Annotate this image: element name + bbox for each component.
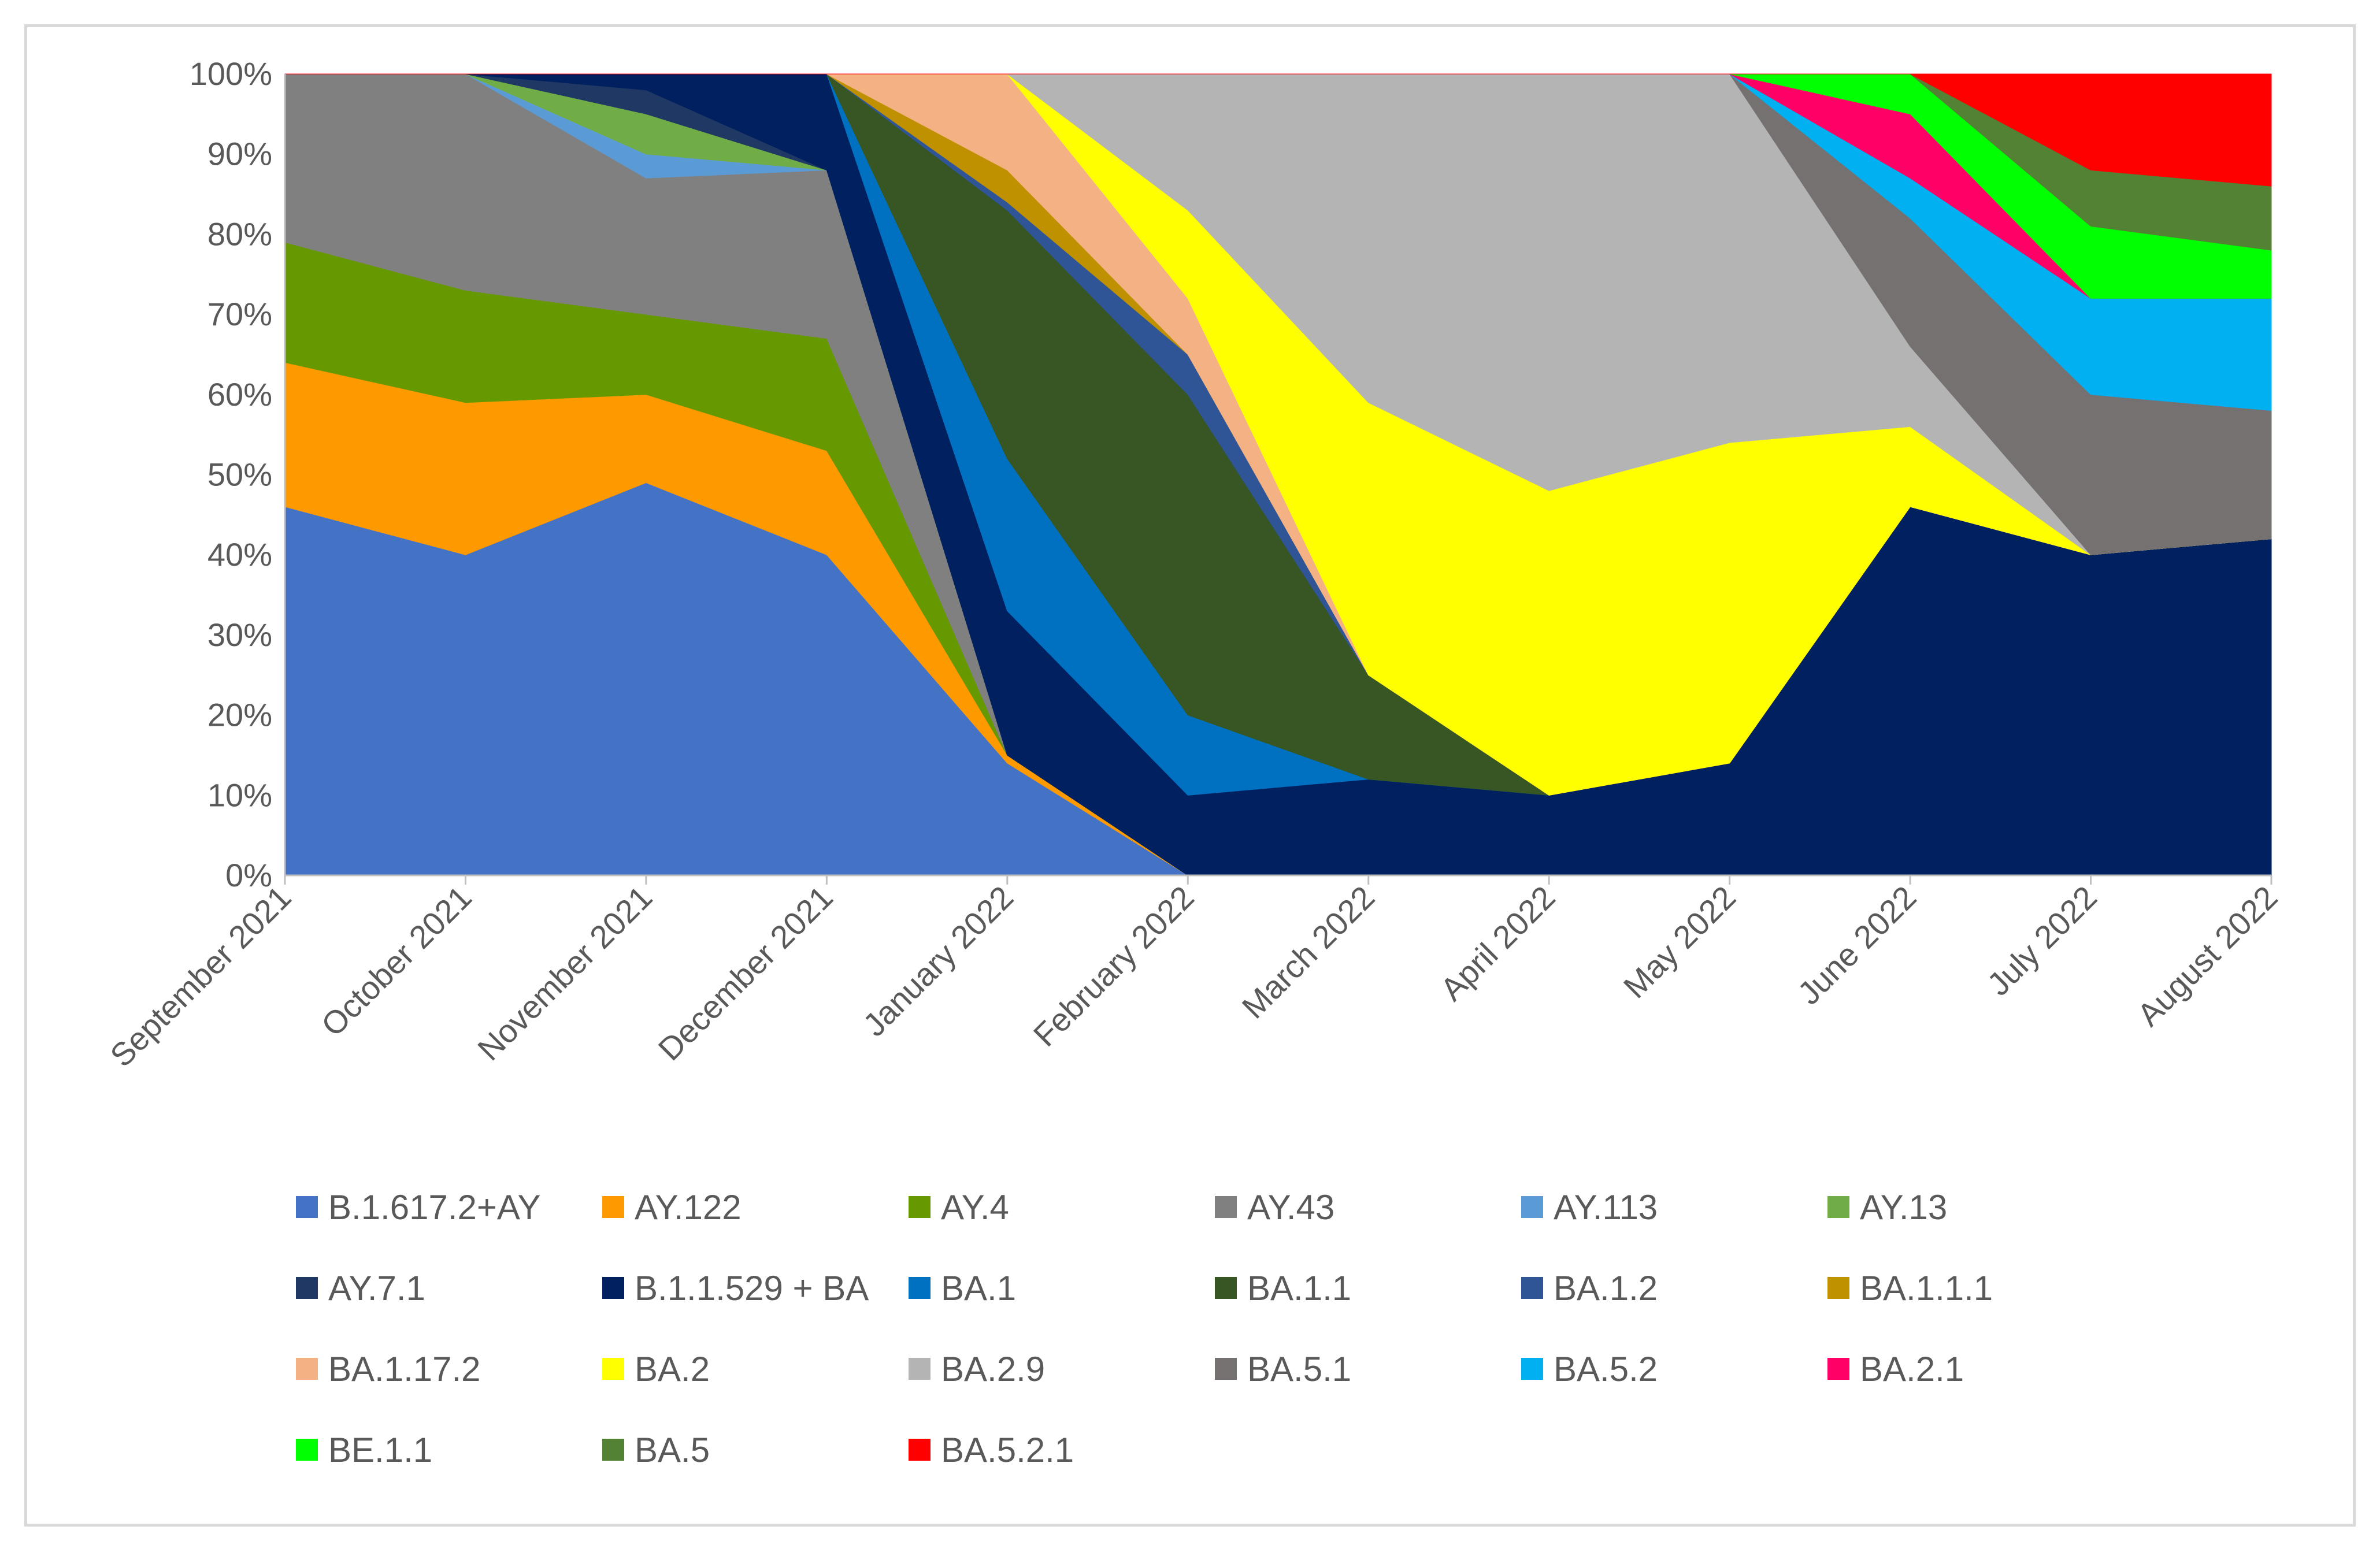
legend-swatch [1215,1358,1237,1380]
legend-label: BA.5.2 [1554,1350,1658,1388]
x-tick-label: March 2022 [1235,879,1382,1026]
legend-label: BA.1 [941,1269,1016,1308]
legend-label: BA.1.2 [1554,1269,1658,1308]
y-tick-label: 70% [207,296,272,332]
legend-swatch [909,1277,931,1299]
legend-label: B.1.1.529 + BA [635,1269,869,1308]
legend-label: BA.5.1 [1247,1350,1351,1388]
legend-item-ay-4: AY.4 [909,1188,1009,1227]
legend-item-ba-2: BA.2 [602,1350,710,1388]
y-tick-label: 100% [190,55,272,92]
legend-swatch [602,1277,624,1299]
y-tick-label: 80% [207,216,272,252]
legend-label: BA.5 [635,1431,710,1469]
legend-swatch [296,1439,318,1461]
stacked-area-chart: 0% 10% 20% 30% 40% 50% 60% 70% 80% 90% 100% Septem… [103,55,2284,1469]
x-tick-label: September 2021 [103,879,298,1074]
legend-item-ay-113: AY.113 [1521,1188,1658,1227]
legend-swatch [1827,1196,1849,1218]
legend-item-ay-13: AY.13 [1827,1188,1947,1227]
legend-label: AY.43 [1247,1188,1334,1227]
x-tick-label: January 2022 [856,879,1021,1044]
legend-label: AY.13 [1860,1188,1947,1227]
legend-swatch [1521,1196,1543,1218]
x-tick-label: August 2022 [2130,879,2285,1033]
legend-swatch [1215,1277,1237,1299]
legend-item-be-1-1: BE.1.1 [296,1431,432,1469]
legend-item-ay-7-1: AY.7.1 [296,1269,425,1308]
legend-label: BA.1.1.1 [1860,1269,1993,1308]
axes [284,74,2273,885]
y-tick-label: 40% [207,536,272,573]
area-ba-5-2-1 [285,73,2272,187]
legend-item-ba-1-1-1: BA.1.1.1 [1827,1269,1993,1308]
legend-label: BA.2.1 [1860,1350,1964,1388]
legend-item-ba-5-2: BA.5.2 [1521,1350,1658,1388]
legend-swatch [296,1358,318,1380]
x-tick-label: July 2022 [1980,879,2104,1003]
legend-item-ba-5-1: BA.5.1 [1215,1350,1351,1388]
legend-swatch [602,1358,624,1380]
legend-swatch [296,1196,318,1218]
legend-swatch [909,1196,931,1218]
legend-label: B.1.617.2+AY [328,1188,541,1227]
legend-item-b-1-617-2-ay: B.1.617.2+AY [296,1188,541,1227]
legend: B.1.617.2+AY AY.122 AY.4 AY.43 AY.113 AY.13 AY… [296,1188,1993,1469]
legend-item-ba-1-2: BA.1.2 [1521,1269,1658,1308]
legend-swatch [1827,1277,1849,1299]
x-tick-label: October 2021 [314,879,479,1044]
y-tick-label: 30% [207,617,272,653]
x-tick-label: May 2022 [1617,879,1743,1005]
legend-item-ba-1-17-2: BA.1.17.2 [296,1350,481,1388]
legend-item-ba-2-9: BA.2.9 [909,1350,1045,1388]
legend-label: BA.2 [635,1350,710,1388]
legend-label: AY.122 [635,1188,742,1227]
legend-swatch [909,1358,931,1380]
chart-frame: 0% 10% 20% 30% 40% 50% 60% 70% 80% 90% 100% Septem… [24,24,2356,1527]
legend-swatch [602,1439,624,1461]
legend-item-ba-2-1: BA.2.1 [1827,1350,1964,1388]
area-series-group [284,73,2272,876]
legend-swatch [1827,1358,1849,1380]
y-tick-label: 10% [207,777,272,813]
x-tick-label: June 2022 [1790,879,1923,1012]
legend-swatch [1521,1358,1543,1380]
x-tick-label: December 2021 [651,879,840,1067]
x-tick-label: April 2022 [1433,879,1562,1008]
y-tick-label: 50% [207,456,272,493]
legend-swatch [909,1439,931,1461]
legend-label: AY.113 [1554,1188,1658,1227]
legend-label: AY.7.1 [328,1269,425,1308]
legend-swatch [1521,1277,1543,1299]
legend-label: BA.1.1 [1247,1269,1351,1308]
legend-item-ba-1-1: BA.1.1 [1215,1269,1351,1308]
y-tick-label: 60% [207,376,272,413]
legend-item-ba-5-2-1: BA.5.2.1 [909,1431,1074,1469]
legend-swatch [1215,1196,1237,1218]
legend-swatch [296,1277,318,1299]
legend-item-b-1-1-529-ba: B.1.1.529 + BA [602,1269,869,1308]
x-tick-label: February 2022 [1026,879,1201,1053]
legend-label: BA.2.9 [941,1350,1045,1388]
legend-item-ay-122: AY.122 [602,1188,742,1227]
legend-label: BE.1.1 [328,1431,432,1469]
legend-item-ay-43: AY.43 [1215,1188,1334,1227]
legend-item-ba-5: BA.5 [602,1431,710,1469]
legend-label: BA.1.17.2 [328,1350,481,1388]
y-tick-label: 90% [207,136,272,172]
legend-swatch [602,1196,624,1218]
legend-label: AY.4 [941,1188,1009,1227]
y-tick-label: 0% [225,857,272,893]
y-axis-tick-labels: 0% 10% 20% 30% 40% 50% 60% 70% 80% 90% 100% [190,55,272,893]
legend-item-ba-1: BA.1 [909,1269,1016,1308]
legend-label: BA.5.2.1 [941,1431,1074,1469]
y-tick-label: 20% [207,697,272,733]
x-tick-label: November 2021 [470,879,659,1067]
